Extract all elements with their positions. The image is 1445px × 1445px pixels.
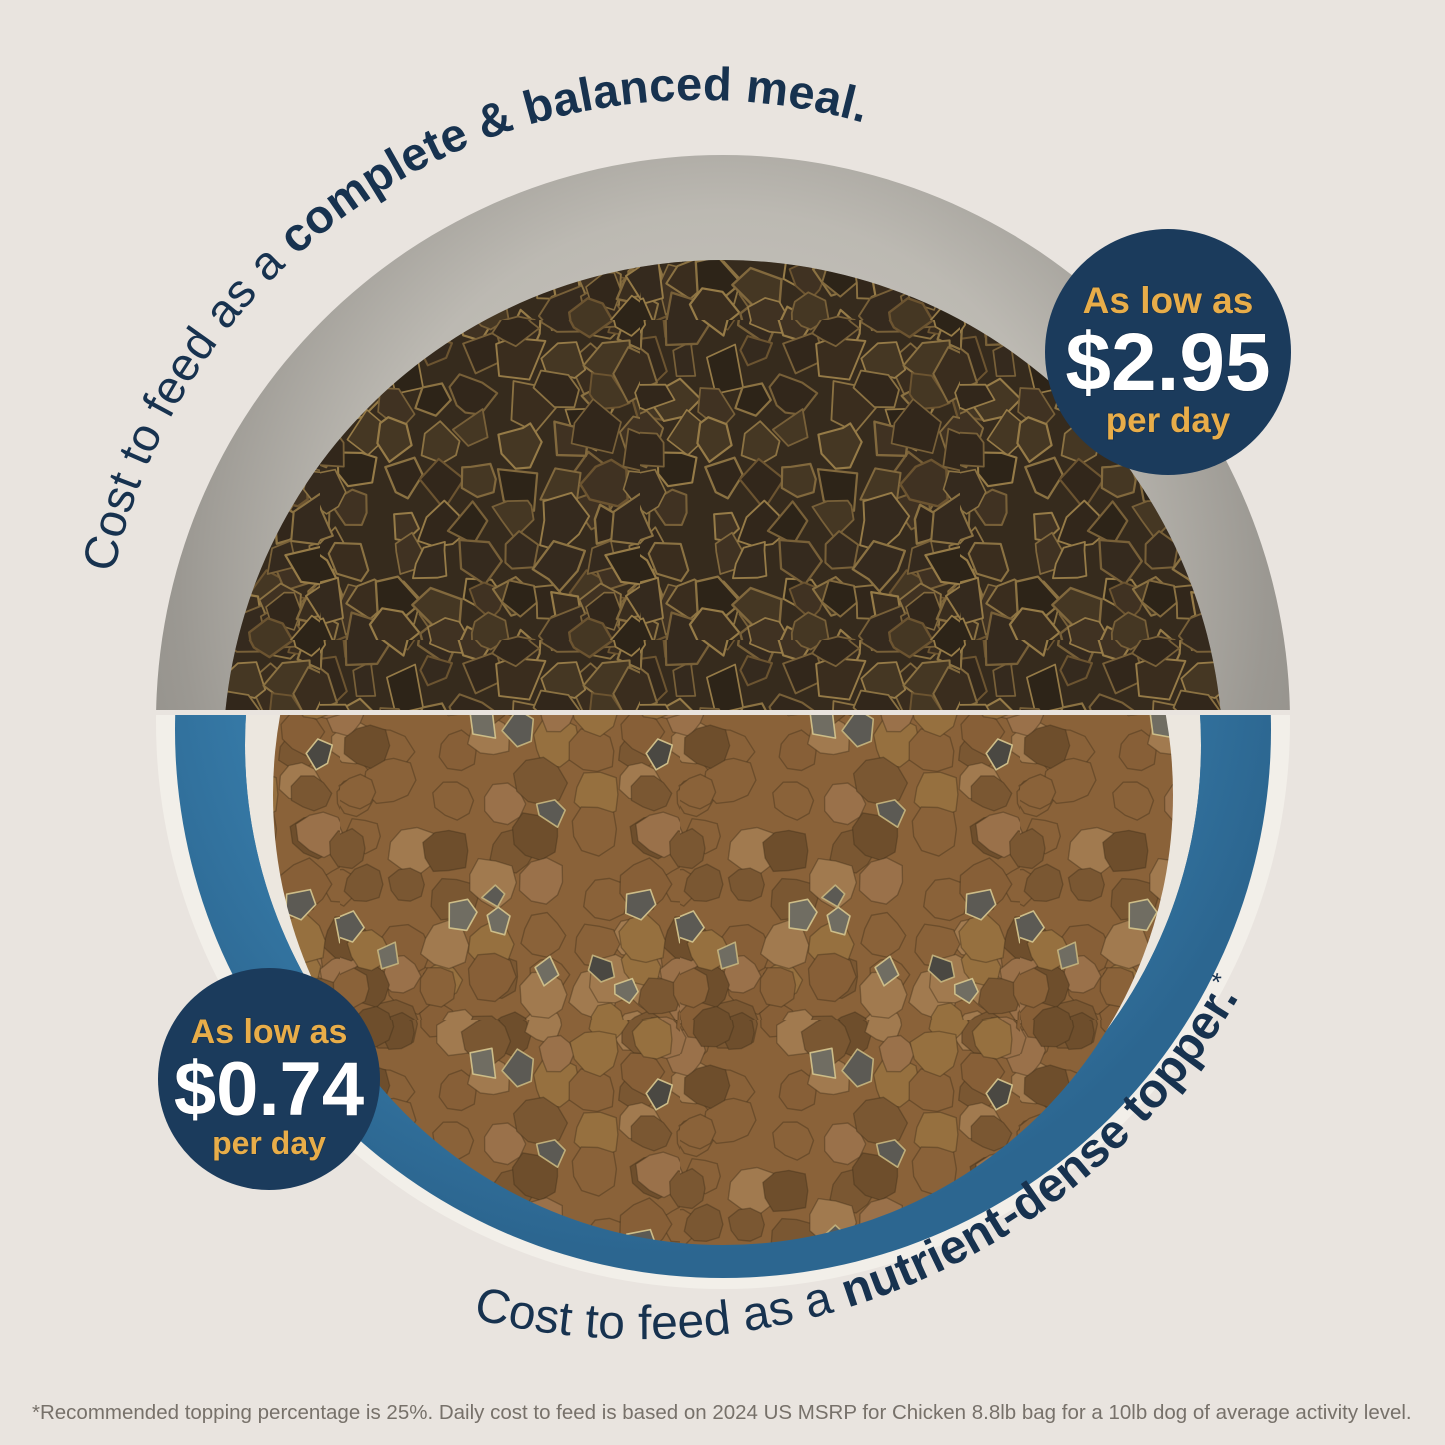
svg-text:*Recommended topping percentag: *Recommended topping percentage is 25%. … bbox=[32, 1401, 1412, 1424]
svg-text:As low as: As low as bbox=[1083, 280, 1254, 321]
svg-text:$0.74: $0.74 bbox=[174, 1047, 364, 1132]
svg-text:per day: per day bbox=[1106, 401, 1231, 440]
svg-text:per day: per day bbox=[212, 1125, 326, 1161]
svg-text:$2.95: $2.95 bbox=[1065, 317, 1270, 408]
svg-text:As low as: As low as bbox=[191, 1013, 348, 1051]
